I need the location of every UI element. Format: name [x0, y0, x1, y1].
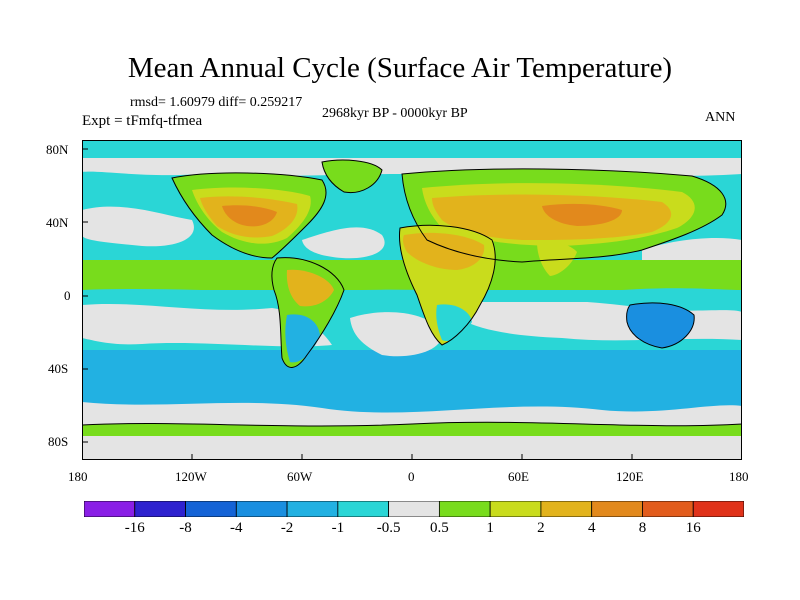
colorbar-label: -4: [230, 520, 243, 536]
coast-eurasia: [401, 168, 727, 263]
coastlines: [82, 159, 742, 427]
temperature-map: [82, 140, 742, 460]
coast-north-america: [171, 172, 327, 259]
coast-south-america: [271, 257, 345, 368]
field-arctic-cyan: [82, 140, 742, 158]
colorbar-label: -2: [280, 520, 294, 536]
field-antarctica-green: [82, 422, 742, 436]
colorbar-label: 16: [685, 520, 701, 536]
x-tick-60w: 60W: [287, 469, 313, 484]
colorbar-label: 2: [537, 520, 545, 536]
x-tick-120w: 120W: [175, 469, 207, 484]
y-tick-40n: 40N: [46, 215, 69, 230]
x-tick-120e: 120E: [616, 469, 644, 484]
x-tick-180e: 180: [729, 469, 749, 484]
field-south-america-orange: [286, 269, 334, 307]
field-india-yellow: [537, 241, 577, 276]
colorbar-box: [337, 501, 390, 517]
y-tick-0: 0: [64, 288, 71, 303]
colorbar-box: [388, 501, 440, 517]
map-title: Mean Annual Cycle (Surface Air Temperatu…: [127, 52, 673, 84]
colorbar-box: [591, 501, 643, 517]
colorbar-box: [134, 501, 186, 517]
colorbar-box: [540, 501, 593, 517]
field-greenland-green: [322, 160, 382, 193]
period-label: 2968kyr BP - 0000kyr BP: [322, 106, 468, 121]
colorbar-label: 8: [638, 520, 647, 536]
colorbar-label: 1: [486, 520, 494, 536]
colorbar-label: -16: [124, 520, 145, 536]
colorbar-box: [286, 501, 339, 517]
coast-greenland: [321, 159, 383, 194]
colorbar-label: 4: [587, 520, 596, 536]
colorbar-label: -0.5: [376, 520, 401, 536]
colorbar-label: -1: [331, 520, 345, 536]
field-south-atlantic-neutral: [350, 312, 443, 357]
x-tick-180w: 180: [68, 469, 88, 484]
experiment-label: Expt = tFmfq-tfmea: [82, 113, 203, 129]
x-tick-0: 0: [408, 469, 415, 484]
field-australia-blue: [626, 302, 695, 348]
colorbar: [84, 501, 744, 517]
y-tick-40s: 40S: [48, 361, 69, 376]
field-north-pacific-neutral: [82, 206, 194, 247]
field-equatorial-cyan: [82, 288, 742, 302]
colorbar-box: [489, 501, 542, 517]
axis-ticks: [82, 148, 742, 460]
colorbar-box: [84, 501, 136, 517]
field-north-atlantic-neutral: [302, 227, 385, 259]
y-tick-80s: 80S: [48, 434, 69, 449]
field-africa-orange: [403, 232, 485, 270]
field-africa-south-cyan: [436, 304, 472, 342]
field-north-america-hot: [222, 205, 277, 227]
coast-antarctica: [82, 421, 742, 427]
season-label: ANN: [705, 110, 736, 125]
colorbar-label: -8: [179, 520, 192, 536]
stats-label: rmsd= 1.60979 diff= 0.259217: [130, 95, 303, 110]
colorbar-box: [692, 501, 744, 517]
coast-africa: [398, 224, 496, 346]
field-south-pacific-neutral: [82, 303, 332, 347]
field-eurasia-hot: [542, 203, 622, 226]
colorbar-box: [185, 501, 237, 517]
y-tick-80n: 80N: [46, 142, 69, 157]
field-south-america-cyan: [285, 314, 320, 363]
colorbar-box: [642, 501, 694, 517]
coast-australia: [626, 302, 695, 349]
colorbar-box: [438, 501, 491, 517]
x-tick-60e: 60E: [508, 469, 529, 484]
colorbar-box: [235, 501, 288, 517]
map-canvas: [82, 140, 742, 460]
colorbar-label: 0.5: [430, 520, 449, 536]
